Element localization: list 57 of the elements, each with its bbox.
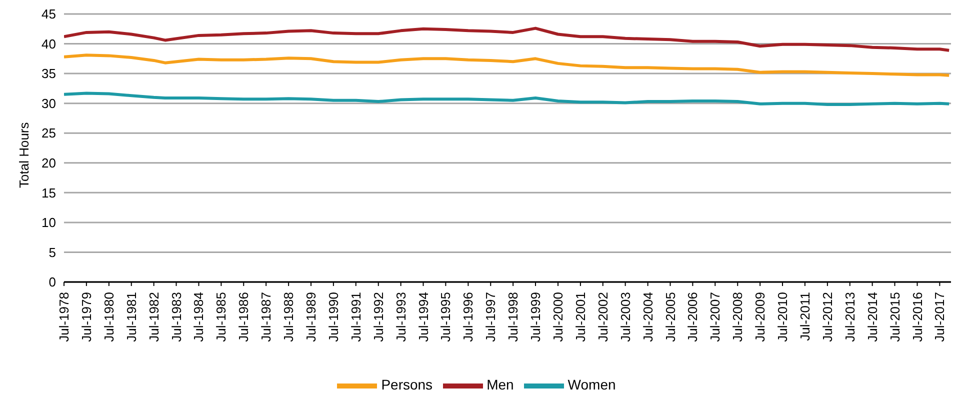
x-tick-label: Jul-2004 <box>640 292 656 342</box>
x-tick-label: Jul-2000 <box>550 292 566 342</box>
x-tick-label: Jul-2007 <box>708 292 723 342</box>
x-tick-label: Jul-1994 <box>416 292 431 342</box>
y-tick-label: 25 <box>42 126 56 141</box>
x-tick-label: Jul-1989 <box>304 292 318 342</box>
x-tick-label: Jul-1992 <box>370 292 386 342</box>
x-tick-label: Jul-2005 <box>662 292 678 342</box>
y-tick-label: 45 <box>42 6 56 22</box>
x-tick-label: Jul-1987 <box>258 292 274 342</box>
x-tick-label: Jul-2011 <box>797 292 812 341</box>
x-tick-label: Jul-2009 <box>752 292 768 342</box>
legend-label: Persons <box>381 376 433 393</box>
x-tick-label: Jul-2003 <box>618 292 633 342</box>
x-tick-label: Jul-2015 <box>887 292 902 342</box>
x-tick-label: Jul-2014 <box>864 292 880 342</box>
y-tick-label: 15 <box>42 185 56 200</box>
y-tick-label: 35 <box>42 66 56 82</box>
x-tick-label: Jul-1998 <box>506 292 521 342</box>
x-tick-label: Jul-2006 <box>685 292 700 342</box>
y-tick-label: 5 <box>48 244 56 260</box>
y-tick-label: 0 <box>48 274 56 290</box>
x-tick-label: Jul-1988 <box>281 292 296 342</box>
x-tick-label: Jul-2016 <box>910 292 925 342</box>
line-series <box>64 54 951 77</box>
x-tick-label: Jul-1986 <box>236 292 252 342</box>
x-tick-label: Jul-2008 <box>730 292 746 342</box>
x-tick-label: Jul-1990 <box>326 292 341 342</box>
line-series <box>64 26 951 52</box>
x-tick-label: Jul-1997 <box>483 292 498 342</box>
x-tick-label: Jul-1999 <box>528 292 543 342</box>
y-tick-label: 30 <box>42 96 56 111</box>
legend-label: Women <box>568 376 616 393</box>
x-tick-label: Jul-1978 <box>56 292 72 342</box>
y-tick-label: 40 <box>42 36 56 52</box>
x-tick-label: Jul-1985 <box>214 292 229 342</box>
x-tick-label: Jul-1984 <box>191 292 206 342</box>
x-tick-label: Jul-1991 <box>348 292 364 342</box>
y-tick-label: 10 <box>42 215 56 230</box>
x-tick-label: Jul-1996 <box>460 292 476 342</box>
x-tick-label: Jul-1983 <box>168 292 184 342</box>
x-tick-label: Jul-2013 <box>842 292 858 342</box>
x-tick-label: Jul-2010 <box>775 292 790 342</box>
x-tick-label: Jul-2012 <box>820 292 835 342</box>
legend-label: Men <box>486 376 514 393</box>
y-axis-title: Total Hours <box>16 122 32 188</box>
x-tick-label: Jul-1982 <box>146 292 162 342</box>
x-tick-label: Jul-1993 <box>393 292 408 342</box>
x-tick-label: Jul-1979 <box>78 292 94 342</box>
x-tick-label: Jul-2001 <box>572 292 588 342</box>
x-tick-label: Jul-1980 <box>101 292 116 342</box>
line-series <box>64 92 951 106</box>
x-tick-label: Jul-2017 <box>932 292 948 342</box>
x-tick-label: Jul-2002 <box>595 292 610 342</box>
y-tick-label: 20 <box>42 156 56 171</box>
x-tick-label: Jul-1981 <box>124 292 139 342</box>
x-tick-label: Jul-1995 <box>438 292 454 342</box>
